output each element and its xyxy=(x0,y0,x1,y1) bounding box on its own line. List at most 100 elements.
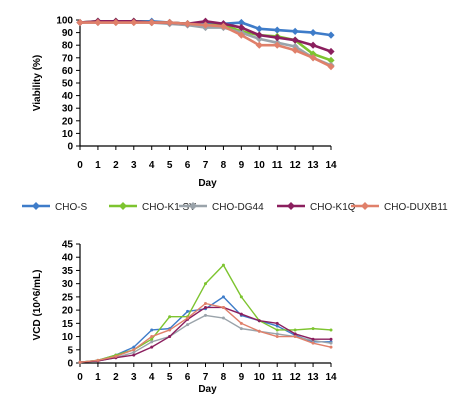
x-tick-label: 7 xyxy=(203,160,209,171)
x-tick-label: 11 xyxy=(272,372,283,383)
data-point xyxy=(183,20,192,28)
data-point xyxy=(257,329,261,333)
series-cho-duxb11 xyxy=(76,18,335,71)
y-tick-label: 5 xyxy=(67,345,73,356)
legend-label: CHO-S xyxy=(55,202,88,213)
data-point xyxy=(273,34,281,42)
data-point xyxy=(329,345,333,349)
data-point xyxy=(329,341,333,345)
data-point xyxy=(275,332,279,336)
legend-item-cho-duxb11: CHO-DUXB11 xyxy=(351,202,448,213)
data-point xyxy=(221,263,225,267)
series-line xyxy=(79,264,332,363)
data-point xyxy=(311,341,315,345)
y-tick-label: 80 xyxy=(62,41,74,52)
y-tick-label: 100 xyxy=(56,16,73,27)
y-tick-label: 50 xyxy=(62,79,74,90)
data-point xyxy=(132,345,136,349)
data-point xyxy=(275,335,279,339)
data-point xyxy=(201,21,210,29)
y-tick-label: 35 xyxy=(62,266,74,277)
x-tick-label: 2 xyxy=(113,372,119,383)
data-point xyxy=(273,26,281,34)
y-tick-label: 60 xyxy=(62,66,74,77)
series-cho-k1-sv xyxy=(78,263,333,364)
x-tick-label: 3 xyxy=(131,372,137,383)
y-tick-label: 0 xyxy=(67,142,73,153)
y-tick-label: 10 xyxy=(62,332,74,343)
data-point xyxy=(239,321,243,325)
data-point xyxy=(201,17,210,25)
x-axis-label: Day xyxy=(198,384,217,395)
data-point xyxy=(204,282,207,286)
data-point xyxy=(327,63,335,71)
x-tick-label: 1 xyxy=(95,160,101,171)
y-tick-label: 30 xyxy=(62,104,74,115)
x-tick-label: 5 xyxy=(167,372,173,383)
data-point xyxy=(204,302,207,305)
x-tick-label: 4 xyxy=(149,372,155,383)
series-cho-duxb11 xyxy=(78,302,333,364)
data-point xyxy=(186,323,190,327)
data-point xyxy=(239,327,243,331)
legend-swatch-marker xyxy=(32,202,40,210)
data-point xyxy=(150,337,154,341)
x-tick-label: 13 xyxy=(308,372,320,383)
y-tick-label: 45 xyxy=(62,240,74,251)
data-point xyxy=(112,18,120,27)
data-point xyxy=(275,328,279,332)
data-point xyxy=(237,31,245,39)
data-point xyxy=(309,54,317,62)
data-point xyxy=(309,29,317,37)
legend-swatch-marker xyxy=(287,202,295,210)
legend-label: CHO-DUXB11 xyxy=(384,202,448,213)
data-point xyxy=(132,353,136,357)
data-point xyxy=(329,337,333,341)
legend-label: CHO-DG44 xyxy=(212,202,264,213)
x-tick-label: 14 xyxy=(325,372,337,383)
data-point xyxy=(130,18,138,27)
x-tick-label: 10 xyxy=(254,160,266,171)
data-point xyxy=(291,36,299,44)
y-tick-label: 0 xyxy=(67,359,73,370)
data-point xyxy=(293,335,297,339)
data-point xyxy=(329,328,333,332)
data-point xyxy=(150,335,154,339)
x-tick-label: 0 xyxy=(77,372,83,383)
x-tick-label: 8 xyxy=(221,160,227,171)
data-point xyxy=(237,18,245,27)
x-tick-label: 8 xyxy=(221,372,227,383)
data-point xyxy=(327,56,335,64)
data-point xyxy=(291,42,299,51)
data-point xyxy=(327,47,335,56)
data-point xyxy=(166,18,174,27)
x-tick-label: 10 xyxy=(254,372,266,383)
legend-item-cho-k1q: CHO-K1Q xyxy=(277,202,356,213)
data-point xyxy=(148,18,156,27)
data-point xyxy=(204,313,207,317)
y-axis-label: Viability (%) xyxy=(32,55,43,112)
data-point xyxy=(239,312,243,316)
data-point xyxy=(275,321,279,325)
y-tick-label: 25 xyxy=(62,292,74,303)
x-tick-label: 12 xyxy=(290,372,302,383)
data-point xyxy=(76,18,84,27)
data-point xyxy=(94,18,102,27)
data-point xyxy=(204,305,207,309)
data-point xyxy=(291,27,299,35)
data-point xyxy=(239,295,243,299)
legend-swatch-marker xyxy=(119,202,127,210)
y-axis-label: VCD (10^6/mL) xyxy=(32,270,43,341)
data-point xyxy=(311,327,315,331)
data-point xyxy=(311,337,315,341)
data-point xyxy=(275,324,279,328)
data-point xyxy=(255,25,263,33)
x-tick-label: 9 xyxy=(239,160,245,171)
y-tick-label: 40 xyxy=(62,253,74,264)
x-tick-label: 13 xyxy=(308,160,320,171)
data-point xyxy=(150,328,154,332)
y-tick-label: 10 xyxy=(62,129,74,140)
x-axis-label: Day xyxy=(198,178,217,189)
